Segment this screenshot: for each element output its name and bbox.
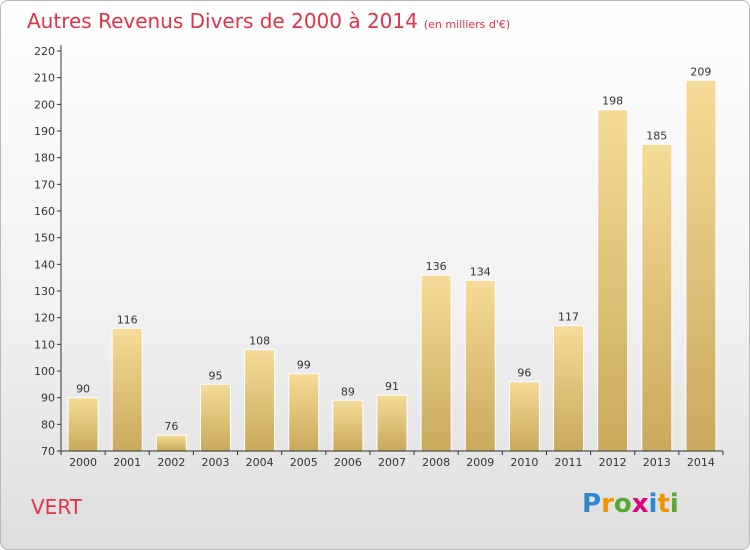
- data-label-2006: 89: [341, 385, 355, 398]
- bar-2013: [641, 143, 673, 452]
- data-label-2009: 134: [470, 265, 491, 278]
- x-tick-label-2003: 2003: [201, 456, 229, 469]
- bar-2014: [685, 79, 717, 452]
- data-label-2005: 99: [297, 359, 311, 372]
- x-tick-label-2005: 2005: [290, 456, 318, 469]
- x-tick-label-2001: 2001: [113, 456, 141, 469]
- chart-title: Autres Revenus Divers de 2000 à 2014 (en …: [27, 9, 510, 39]
- y-tick-label-140: 140: [34, 258, 55, 271]
- bar-2001: [111, 327, 143, 452]
- data-label-2000: 90: [76, 383, 90, 396]
- bar-2003: [199, 383, 231, 452]
- x-tick-label-2004: 2004: [246, 456, 274, 469]
- x-tick-label-2009: 2009: [466, 456, 494, 469]
- x-tick-label-2002: 2002: [157, 456, 185, 469]
- bar-2008: [420, 274, 452, 452]
- x-tick-label-2006: 2006: [334, 456, 362, 469]
- data-label-2004: 108: [249, 335, 270, 348]
- logo-letter: i: [648, 489, 658, 519]
- data-label-2010: 96: [517, 367, 531, 380]
- x-tick-label-2014: 2014: [687, 456, 715, 469]
- logo-letter: o: [613, 489, 632, 519]
- x-tick-label-2010: 2010: [510, 456, 538, 469]
- bar-2004: [244, 349, 276, 452]
- data-label-2007: 91: [385, 380, 399, 393]
- data-label-2012: 198: [602, 95, 623, 108]
- data-label-2003: 95: [208, 369, 222, 382]
- y-tick-label-150: 150: [34, 232, 55, 245]
- y-tick-label-110: 110: [34, 338, 55, 351]
- bar-2007: [376, 394, 408, 452]
- title-text: Autres Revenus Divers de 2000 à 2014: [27, 9, 418, 33]
- y-tick-label-70: 70: [41, 445, 55, 458]
- bar-2011: [553, 325, 585, 452]
- bar-2000: [67, 397, 99, 452]
- bar-2002: [155, 434, 187, 452]
- x-tick-label-2008: 2008: [422, 456, 450, 469]
- data-label-2008: 136: [426, 260, 447, 273]
- y-tick-label-220: 220: [34, 45, 55, 58]
- logo-letter: i: [669, 489, 679, 519]
- y-tick-label-90: 90: [41, 392, 55, 405]
- y-tick-label-160: 160: [34, 205, 55, 218]
- commune-name: VERT: [31, 495, 82, 519]
- logo-letter: r: [601, 489, 614, 519]
- data-label-2013: 185: [646, 129, 667, 142]
- y-tick-label-190: 190: [34, 125, 55, 138]
- data-label-2001: 116: [117, 313, 138, 326]
- y-tick-label-200: 200: [34, 98, 55, 111]
- data-label-2014: 209: [690, 65, 711, 78]
- y-tick-label-170: 170: [34, 178, 55, 191]
- x-tick-label-2013: 2013: [643, 456, 671, 469]
- y-tick-label-210: 210: [34, 72, 55, 85]
- bar-2012: [597, 109, 629, 452]
- logo-letter: x: [631, 489, 649, 519]
- data-label-2002: 76: [164, 420, 178, 433]
- bar-2005: [288, 373, 320, 452]
- logo-letter: t: [657, 489, 670, 519]
- axes-layer: 2000 2001 2002 2003 2004 2005 2006 2007 2008 2009…: [34, 45, 724, 469]
- x-tick-label-2007: 2007: [378, 456, 406, 469]
- bar-2010: [508, 381, 540, 452]
- x-tick-label-2000: 2000: [69, 456, 97, 469]
- x-tick-label-2012: 2012: [599, 456, 627, 469]
- proxiti-logo: Proxiti: [582, 489, 679, 519]
- bar-2009: [464, 279, 496, 452]
- title-unit: (en milliers d'€): [423, 18, 511, 31]
- y-tick-label-130: 130: [34, 285, 55, 298]
- data-label-2011: 117: [558, 311, 579, 324]
- bar-2006: [332, 399, 364, 452]
- y-tick-label-120: 120: [34, 312, 55, 325]
- logo-letter: P: [582, 489, 602, 519]
- y-tick-label-180: 180: [34, 152, 55, 165]
- y-tick-label-100: 100: [34, 365, 55, 378]
- y-tick-label-80: 80: [41, 418, 55, 431]
- bars-layer: 90 116 76 95 108 99 89 91 136 134 96 117 198 185 209: [67, 65, 717, 452]
- x-tick-label-2011: 2011: [555, 456, 583, 469]
